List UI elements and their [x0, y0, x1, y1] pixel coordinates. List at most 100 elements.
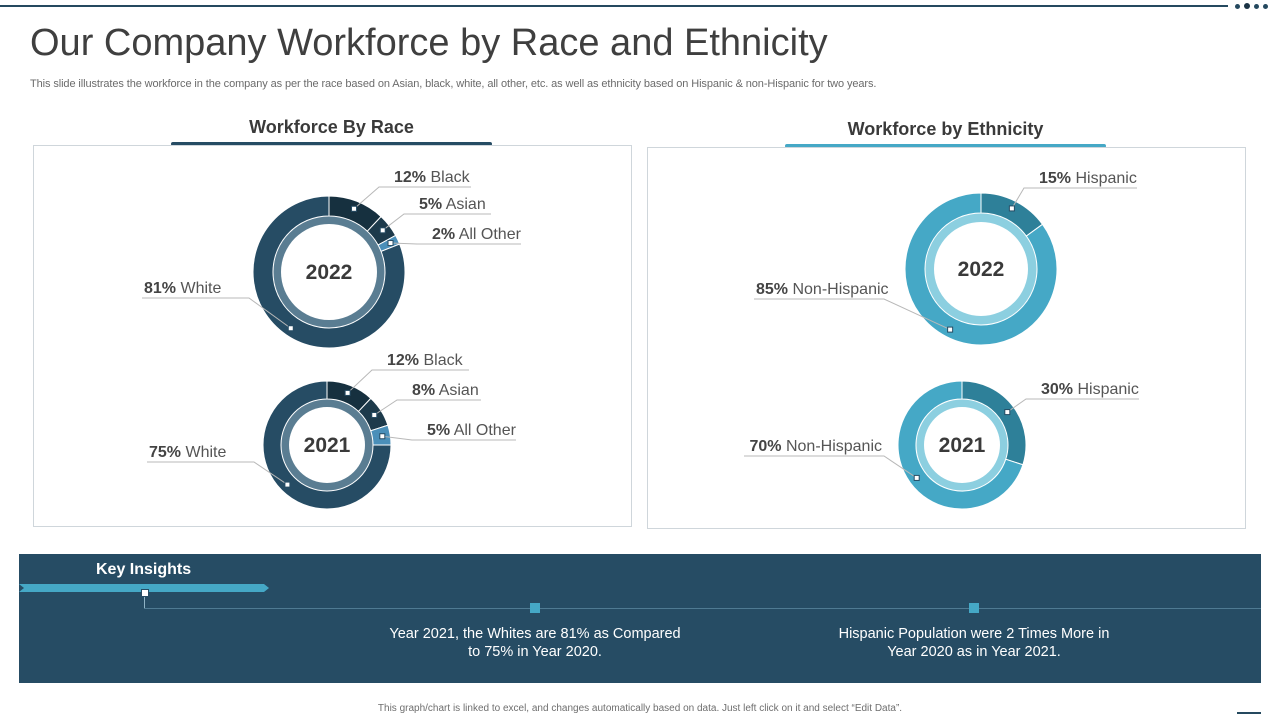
callout-name: Black — [419, 352, 464, 369]
callout-pct: 81% — [144, 280, 176, 297]
callout-pct: 15% — [1039, 170, 1071, 187]
race-title-bar — [171, 142, 492, 146]
slice-non-hispanic[interactable] — [897, 380, 1024, 510]
callout-marker — [344, 389, 351, 396]
donut-2021: 2021 12% Black 8% Asian 5% All Other 75% Whi… — [147, 352, 517, 510]
key-insights-title: Key Insights — [96, 561, 192, 578]
callout-pct: 5% — [427, 422, 450, 439]
callout-marker — [913, 474, 920, 481]
insights-connector — [144, 592, 145, 609]
callout-label: 12% Black — [387, 352, 464, 369]
race-chart-panel: 2022 12% Black 5% Asian 2% All Other 81% Whi… — [33, 145, 632, 527]
ethnicity-title-bar — [785, 144, 1106, 148]
callout-label: 30% Hispanic — [1041, 381, 1139, 398]
insights-node — [141, 589, 149, 597]
callout-name: Hispanic — [1073, 381, 1139, 398]
callout-pct: 70% — [749, 438, 781, 455]
callout-marker — [284, 481, 291, 488]
race-chart-title: Workforce By Race — [249, 117, 414, 137]
ethnicity-donut-chart: 2022 15% Hispanic 85% Non-Hispanic 2021 30% … — [744, 170, 1139, 510]
slice-non-hispanic[interactable] — [904, 192, 1058, 346]
callout-marker — [947, 326, 954, 333]
insight-text-hispanic: Hispanic Population were 2 Times More in… — [838, 626, 1110, 660]
bottom-rule — [1237, 712, 1261, 714]
callout-label: 5% All Other — [427, 422, 517, 439]
donut-center-label: 2021 — [939, 434, 986, 457]
donut-2022: 2022 15% Hispanic 85% Non-Hispanic — [754, 170, 1137, 346]
callout-all-other: 5% All Other — [379, 422, 517, 441]
callout-pct: 85% — [756, 281, 788, 298]
footer-note: This graph/chart is linked to excel, and… — [377, 703, 903, 714]
callout-name: Non-Hispanic — [782, 438, 882, 455]
callout-label: 70% Non-Hispanic — [749, 438, 882, 455]
callout-asian: 5% Asian — [379, 196, 491, 234]
callout-name: Non-Hispanic — [788, 281, 888, 298]
callout-line — [353, 186, 471, 210]
callout-pct: 12% — [394, 169, 426, 186]
insight-text-whites: Year 2021, the Whites are 81% as Compare… — [389, 626, 681, 660]
donut-2022: 2022 12% Black 5% Asian 2% All Other 81% Whi… — [142, 169, 522, 349]
callout-label: 75% White — [149, 444, 226, 461]
callout-all-other: 2% All Other — [387, 226, 522, 247]
callout-marker — [287, 325, 294, 332]
callout-hispanic: 30% Hispanic — [1004, 381, 1139, 416]
callout-name: White — [181, 444, 226, 461]
callout-white: 75% White — [147, 444, 291, 488]
donut-center-label: 2021 — [304, 434, 351, 457]
callout-black: 12% Black — [351, 169, 471, 212]
callout-name: All Other — [450, 422, 516, 439]
callout-name: All Other — [455, 226, 521, 243]
callout-marker — [1008, 205, 1015, 212]
callout-marker — [387, 240, 394, 247]
slice-white[interactable] — [252, 195, 406, 349]
callout-white: 81% White — [142, 280, 294, 332]
callout-line — [347, 369, 469, 394]
donut-core — [289, 407, 365, 483]
callout-name: Asian — [435, 382, 479, 399]
callout-label: 15% Hispanic — [1039, 170, 1137, 187]
callout-label: 12% Black — [394, 169, 471, 186]
callout-asian: 8% Asian — [371, 382, 481, 418]
callout-name: Hispanic — [1071, 170, 1137, 187]
callout-label: 85% Non-Hispanic — [756, 281, 889, 298]
callout-line — [382, 213, 491, 231]
race-donut-chart: 2022 12% Black 5% Asian 2% All Other 81% Whi… — [142, 169, 522, 510]
callout-pct: 12% — [387, 352, 419, 369]
donut-core — [924, 407, 1000, 483]
callout-pct: 5% — [419, 196, 442, 213]
callout-name: Black — [426, 169, 471, 186]
insights-node — [969, 603, 979, 613]
callout-label: 2% All Other — [432, 226, 522, 243]
callout-pct: 8% — [412, 382, 435, 399]
callout-line — [142, 297, 292, 329]
callout-marker — [379, 433, 386, 440]
callout-line — [147, 461, 288, 486]
callout-line — [754, 298, 951, 331]
insights-arrow-decoration — [19, 584, 269, 592]
callout-line — [1007, 398, 1139, 413]
top-rule — [0, 5, 1228, 7]
callout-line — [1011, 187, 1137, 209]
callout-marker — [379, 227, 386, 234]
donut-center-label: 2022 — [306, 261, 353, 284]
callout-pct: 75% — [149, 444, 181, 461]
callout-line — [382, 435, 516, 441]
callout-label: 81% White — [144, 280, 221, 297]
callout-line — [374, 399, 481, 416]
callout-pct: 2% — [432, 226, 455, 243]
donut-core — [934, 222, 1028, 316]
callout-pct: 30% — [1041, 381, 1073, 398]
donut-center-label: 2022 — [958, 258, 1005, 281]
key-insights-banner: Key Insights Year 2021, the Whites are 8… — [19, 554, 1261, 683]
header-dots-decoration — [1235, 3, 1268, 9]
slice-white[interactable] — [262, 380, 392, 510]
callout-line — [744, 455, 917, 479]
callout-label: 5% Asian — [419, 196, 486, 213]
callout-line — [390, 242, 521, 245]
insights-node — [530, 603, 540, 613]
callout-non-hispanic: 70% Non-Hispanic — [744, 438, 920, 481]
page-subtitle: This slide illustrates the workforce in … — [30, 78, 877, 90]
callout-marker — [351, 205, 358, 212]
callout-label: 8% Asian — [412, 382, 479, 399]
callout-marker — [371, 411, 378, 418]
